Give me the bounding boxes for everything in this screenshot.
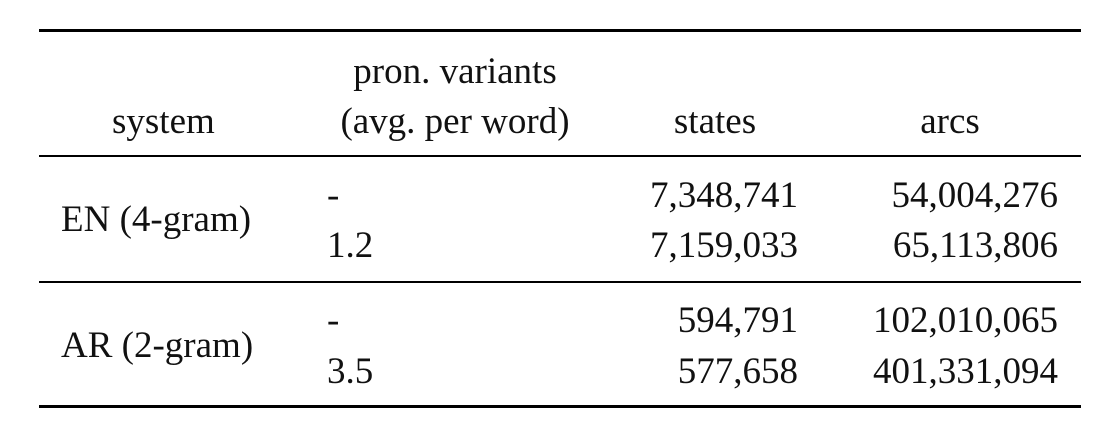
states-cell: 577,658: [677, 351, 798, 392]
pron-cell: -: [327, 300, 340, 341]
header-arcs: arcs: [920, 101, 980, 142]
states-cell: 7,159,033: [650, 225, 798, 266]
header-pron-line1: pron. variants: [353, 51, 557, 92]
system-cell-ar: AR (2-gram): [61, 325, 254, 366]
header-states: states: [673, 101, 757, 142]
header-rule: [39, 155, 1081, 157]
group-rule: [39, 281, 1081, 283]
arcs-cell: 102,010,065: [873, 300, 1058, 341]
header-pron-line2: (avg. per word): [340, 101, 570, 142]
pron-cell: 1.2: [327, 225, 374, 266]
arcs-cell: 401,331,094: [873, 351, 1058, 392]
pron-cell: 3.5: [327, 351, 374, 392]
top-rule: [39, 29, 1081, 32]
states-cell: 7,348,741: [650, 175, 798, 216]
arcs-cell: 54,004,276: [891, 175, 1059, 216]
system-cell-en: EN (4-gram): [61, 199, 252, 240]
states-cell: 594,791: [677, 300, 798, 341]
arcs-cell: 65,113,806: [892, 225, 1058, 266]
pron-cell: -: [327, 175, 340, 216]
header-system: system: [112, 101, 215, 142]
bottom-rule: [39, 405, 1081, 408]
